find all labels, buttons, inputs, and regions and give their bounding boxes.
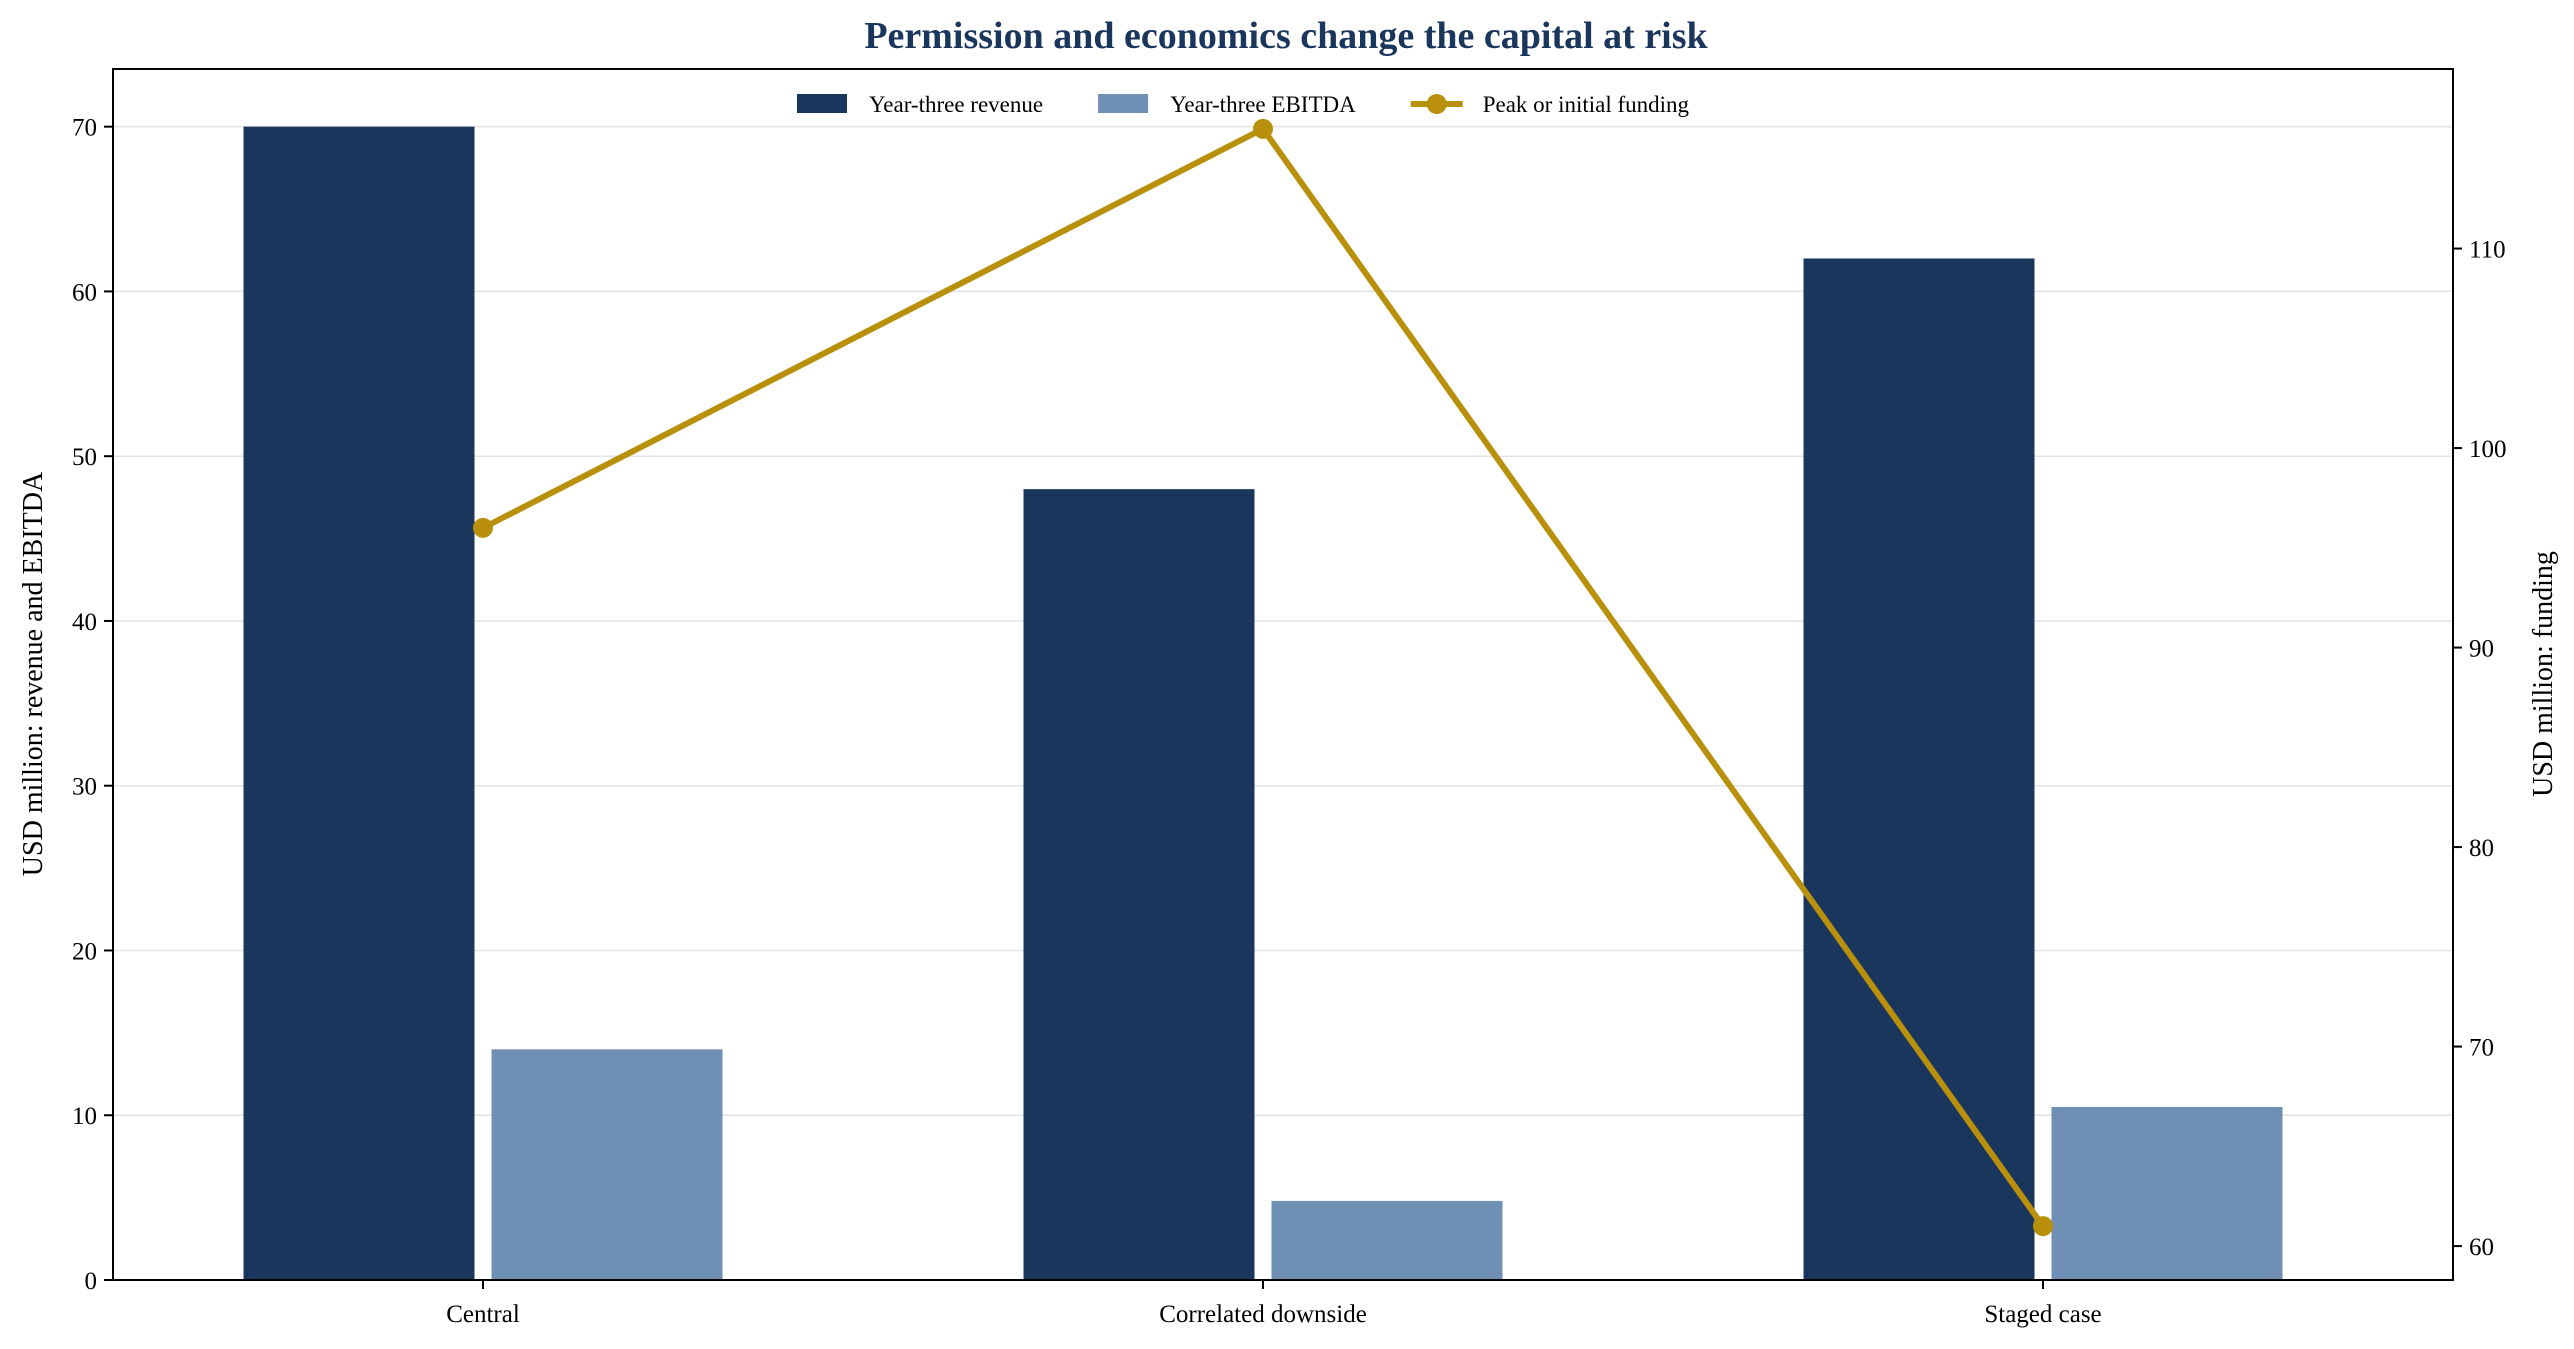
plot-frame [112,68,2454,1281]
left-tick-label: 40 [72,609,97,636]
x-tick-label: Staged case [1984,1301,2101,1328]
bar-0-2 [1803,258,2035,1280]
legend-label-2: Peak or initial funding [1483,92,1690,117]
right-tick-label: 80 [2469,835,2494,862]
legend-swatch-1 [1098,94,1149,113]
funding-point-1 [1253,118,1273,139]
bar-1-2 [2051,1107,2283,1280]
gridlines [113,125,2453,1116]
bars [243,126,2283,1281]
left-tick-label: 10 [72,1103,97,1130]
bar-0-0 [243,126,475,1281]
legend-label-1: Year-three EBITDA [1170,92,1356,117]
left-tick-label: 0 [85,1268,98,1295]
legend-marker-2 [1426,94,1447,114]
x-tick-label: Correlated downside [1159,1301,1367,1328]
legend-label-0: Year-three revenue [869,92,1043,117]
funding-point-0 [473,517,493,538]
right-axis: 60 70 80 90 100 110 [2453,237,2507,1261]
right-axis-label: USD million: funding [2528,551,2559,797]
chart-title: Permission and economics change the capi… [864,15,1708,57]
left-tick-label: 50 [72,444,97,471]
left-axis-label: USD million: revenue and EBITDA [18,471,49,876]
left-tick-label: 60 [72,279,97,306]
left-tick-label: 70 [72,115,97,142]
bar-1-1 [1271,1200,1503,1280]
bar-0-1 [1023,489,1255,1281]
right-tick-label: 100 [2469,436,2507,463]
x-axis: Central Correlated downside Staged case [446,1280,2102,1328]
funding-point-2 [2033,1216,2053,1237]
funding-line [473,118,2053,1237]
legend: Year-three revenue Year-three EBITDA Peak … [797,92,1690,117]
left-tick-label: 20 [72,938,97,965]
bar-1-0 [491,1049,723,1280]
x-tick-label: Central [446,1301,520,1328]
left-axis: 0 10 20 30 40 50 60 70 [72,115,113,1295]
right-tick-label: 110 [2469,237,2506,264]
left-tick-label: 30 [72,774,97,801]
right-tick-label: 70 [2469,1035,2494,1062]
right-tick-label: 90 [2469,636,2494,663]
legend-swatch-0 [797,94,847,113]
right-tick-label: 60 [2469,1234,2494,1261]
